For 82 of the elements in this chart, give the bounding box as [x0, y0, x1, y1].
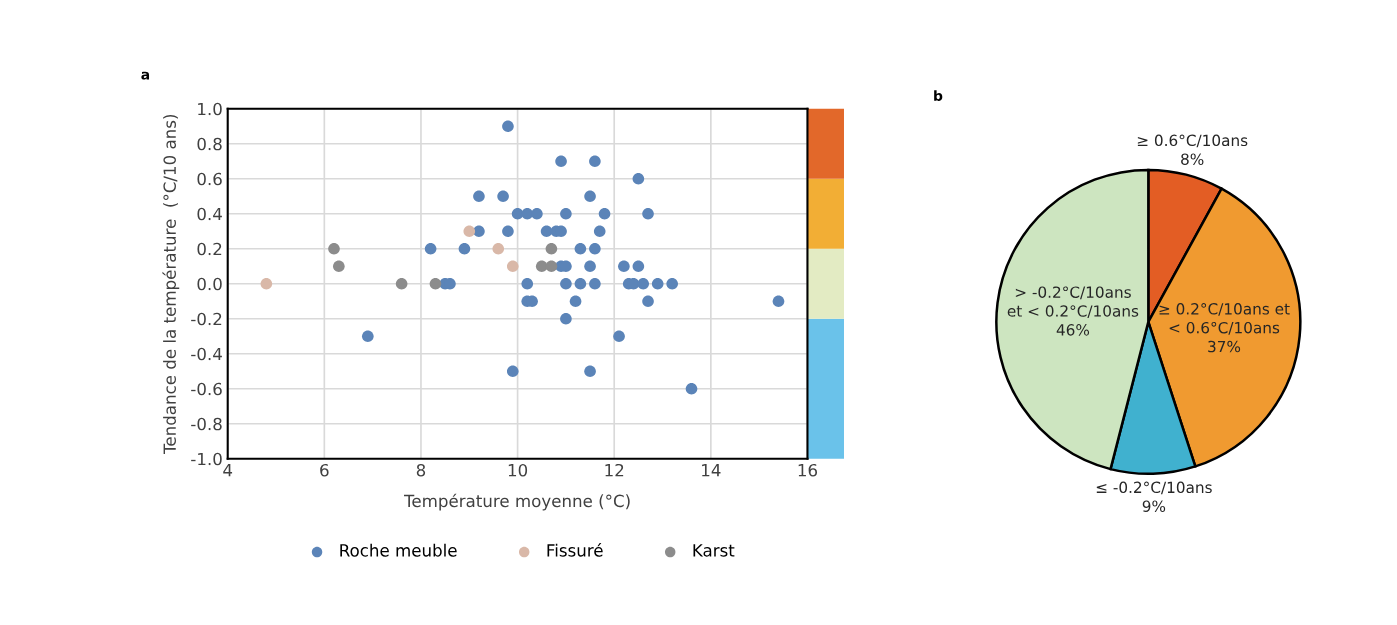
point: [521, 277, 534, 290]
x-tick-label: 6: [320, 463, 329, 477]
slice-label: ≥ 0.2°C/10ans et < 0.6°C/10ans: [1159, 303, 1290, 335]
point: [642, 207, 654, 220]
x-tick-label: 14: [702, 464, 721, 477]
point: [632, 172, 645, 185]
point: [584, 260, 596, 273]
point: [260, 277, 273, 290]
point: [574, 242, 587, 255]
point: [685, 382, 698, 395]
point: [492, 242, 505, 255]
point: [642, 295, 654, 308]
point: [560, 277, 572, 290]
point: [506, 365, 519, 378]
point: [589, 277, 601, 290]
y-tick-label: -0.2: [191, 312, 222, 326]
point: [531, 207, 543, 220]
y-tick-label: 0.8: [197, 137, 222, 151]
point: [584, 190, 596, 203]
data-label: 8%: [1181, 153, 1204, 165]
y-tick-label: -0.8: [191, 417, 222, 431]
slice-label: ≥ 0.6°C/10ans: [1137, 134, 1248, 148]
point: [424, 242, 437, 255]
point: [569, 295, 582, 308]
x-tick-label: 4: [223, 464, 233, 477]
point: [560, 207, 572, 220]
point: [632, 260, 645, 273]
legend-label: Fissuré: [547, 543, 603, 557]
point: [593, 225, 606, 238]
point: [429, 277, 442, 290]
point: [545, 260, 558, 273]
x-tick-label: 16: [798, 463, 818, 477]
data-label: 46%: [1056, 324, 1090, 336]
y-tick-label: 1.0: [198, 102, 222, 116]
point: [545, 242, 558, 255]
y-tick-label: 0.6: [197, 172, 222, 186]
point: [497, 190, 509, 203]
point: [637, 277, 650, 290]
point: [511, 207, 524, 220]
legend-label: Roche meuble: [340, 543, 457, 557]
point: [618, 260, 630, 273]
y-axis-title: Tendance de la température (°C/10 ans): [162, 114, 180, 455]
point: [651, 277, 664, 290]
point: [613, 330, 625, 343]
point: [502, 225, 514, 238]
point: [463, 225, 476, 238]
point: [535, 260, 548, 273]
point: [333, 260, 345, 273]
point: [473, 190, 485, 203]
chart-title: b: [934, 90, 943, 101]
x-tick-label: 10: [508, 463, 528, 477]
point: [502, 120, 514, 133]
point: [584, 365, 596, 378]
y-tick-label: 0.0: [197, 277, 222, 291]
point: [328, 242, 340, 255]
data-label: 9%: [1142, 500, 1166, 512]
point: [395, 277, 408, 290]
point: [598, 207, 611, 220]
slice-label: > -0.2°C/10ans et < 0.2°C/10ans: [1007, 286, 1139, 318]
point: [362, 330, 374, 343]
slice-label: ≤ -0.2°C/10ans: [1096, 481, 1212, 495]
legend-label: Karst: [693, 544, 735, 557]
point: [540, 225, 553, 238]
y-tick-label: -0.4: [191, 347, 222, 361]
y-tick-label: -0.6: [191, 382, 222, 396]
y-tick-label: -1.0: [191, 452, 222, 466]
x-axis-title: Température moyenne (°C): [404, 493, 630, 511]
point: [589, 242, 601, 255]
point: [574, 277, 587, 290]
point: [589, 155, 601, 168]
x-tick-label: 8: [416, 463, 426, 477]
y-tick-label: 0.2: [197, 242, 222, 256]
data-label: 37%: [1208, 340, 1241, 353]
point: [555, 155, 567, 168]
point: [560, 312, 572, 325]
point: [666, 277, 678, 290]
point: [772, 295, 785, 308]
x-tick-label: 12: [605, 463, 624, 477]
point: [458, 242, 471, 255]
y-tick-label: 0.4: [197, 207, 222, 221]
point: [506, 260, 519, 273]
chart-title: a: [141, 71, 150, 80]
